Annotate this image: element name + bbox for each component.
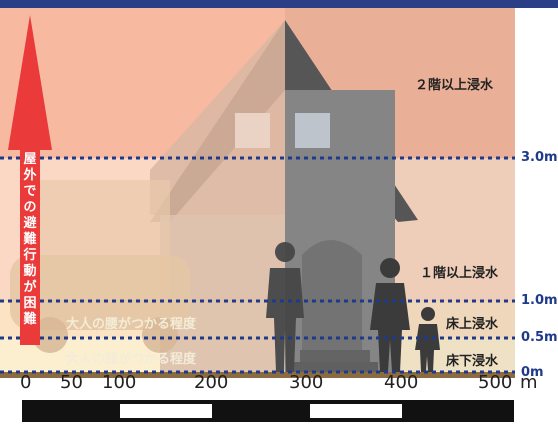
scale-tick-label: 50 — [60, 372, 83, 393]
scale-tick-label: 300 — [289, 372, 324, 393]
scale-tick-label: 0 — [20, 372, 32, 393]
depth-label-knee: 大人の膝がつかる程度 — [66, 352, 197, 367]
scale-tick-label: 500 — [478, 372, 513, 393]
zone-label-above-second-floor: ２階以上浸水 — [415, 78, 494, 93]
depth-label-waist: 大人の腰がつかる程度 — [66, 317, 197, 332]
scale-bar — [22, 400, 514, 422]
scale-unit-label: m — [520, 372, 538, 393]
level-lines — [0, 156, 515, 374]
level-label-1m: 1.0m — [521, 293, 558, 308]
level-label-05m: 0.5m — [521, 330, 558, 345]
zone-label-above-first-floor: １階以上浸水 — [420, 266, 499, 281]
child-silhouette — [415, 307, 440, 372]
arrow-label: 屋外での避難行動が困難 — [23, 152, 37, 327]
zone-label-above-floor: 床上浸水 — [446, 317, 499, 332]
person-adult-holding-child-silhouette — [370, 258, 410, 372]
scale-tick-label: 400 — [384, 372, 419, 393]
level-label-0m: 0m — [521, 365, 544, 380]
ground-strip — [0, 372, 515, 378]
zone-label-below-floor: 床下浸水 — [446, 354, 499, 369]
scale-tick-label: 100 — [102, 372, 137, 393]
top-bar — [0, 0, 558, 8]
level-label-3m: 3.0m — [521, 150, 558, 165]
evacuation-difficulty-arrow — [8, 15, 52, 345]
scale-tick-label: 200 — [194, 372, 229, 393]
person-adult-silhouette — [266, 242, 304, 372]
